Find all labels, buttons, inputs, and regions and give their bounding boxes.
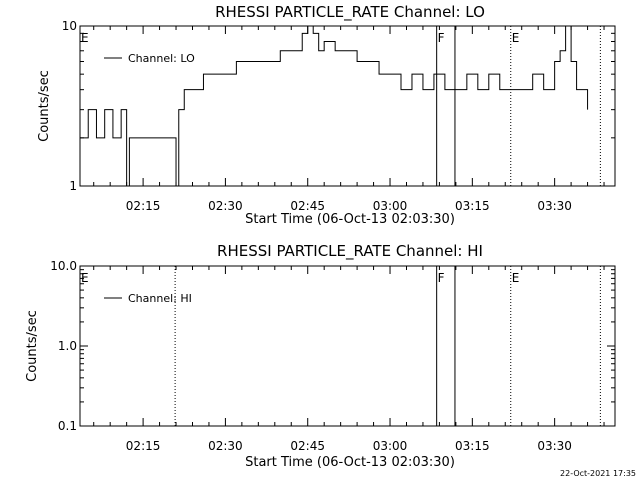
x-tick-label: 02:30 [208,199,243,213]
x-tick-label: 02:15 [126,199,161,213]
y-axis-label-hi: Counts/sec [25,310,40,382]
flag-label: E [512,31,520,45]
x-tick-label: 03:15 [455,199,490,213]
x-axis-lo: 02:15 02:30 02:45 03:00 03:15 03:30 [93,26,605,213]
flag-label: F [438,31,445,45]
x-axis-label-lo: Start Time (06-Oct-13 02:03:30) [245,212,455,227]
legend-label-lo: Channel: LO [128,52,195,65]
panel-hi: RHESSI PARTICLE_RATE Channel: HI 0.1 1.0 1… [25,242,616,470]
x-tick-label: 02:15 [126,439,161,453]
y-axis-lo: 1 10 [62,19,615,193]
plot-frame-hi [79,265,616,427]
chart-title-hi: RHESSI PARTICLE_RATE Channel: HI [217,242,483,261]
flag-label: E [81,271,89,285]
x-axis-hi: 02:15 02:30 02:45 03:00 03:15 03:30 [93,266,605,453]
flag-label: F [438,271,445,285]
x-tick-label: 03:15 [455,439,490,453]
flag-label: E [512,271,520,285]
x-tick-label: 02:45 [290,199,325,213]
y-tick-label: 10.0 [50,259,77,273]
x-tick-label: 02:45 [290,439,325,453]
y-tick-label: 1 [69,179,77,193]
footer-timestamp: 22-Oct-2021 17:35 [560,469,636,478]
chart-title-lo: RHESSI PARTICLE_RATE Channel: LO [215,3,485,22]
flag-label: E [81,31,89,45]
panel-lo: RHESSI PARTICLE_RATE Channel: LO 1 10 02:… [37,3,616,227]
y-axis-hi: 0.1 1.0 10.0 [50,259,615,433]
x-tick-label: 03:00 [373,199,408,213]
series-lo [80,25,589,187]
x-tick-label: 03:30 [537,439,572,453]
y-tick-label: 10 [62,19,77,33]
x-tick-label: 03:30 [537,199,572,213]
plot-frame-lo [79,25,616,187]
y-tick-label: 1.0 [58,339,77,353]
legend-label-hi: Channel: HI [128,292,192,305]
y-axis-label-lo: Counts/sec [37,70,52,142]
x-tick-label: 03:00 [373,439,408,453]
y-tick-label: 0.1 [58,419,77,433]
series-line [80,25,589,187]
x-axis-label-hi: Start Time (06-Oct-13 02:03:30) [245,455,455,470]
x-tick-label: 02:30 [208,439,243,453]
